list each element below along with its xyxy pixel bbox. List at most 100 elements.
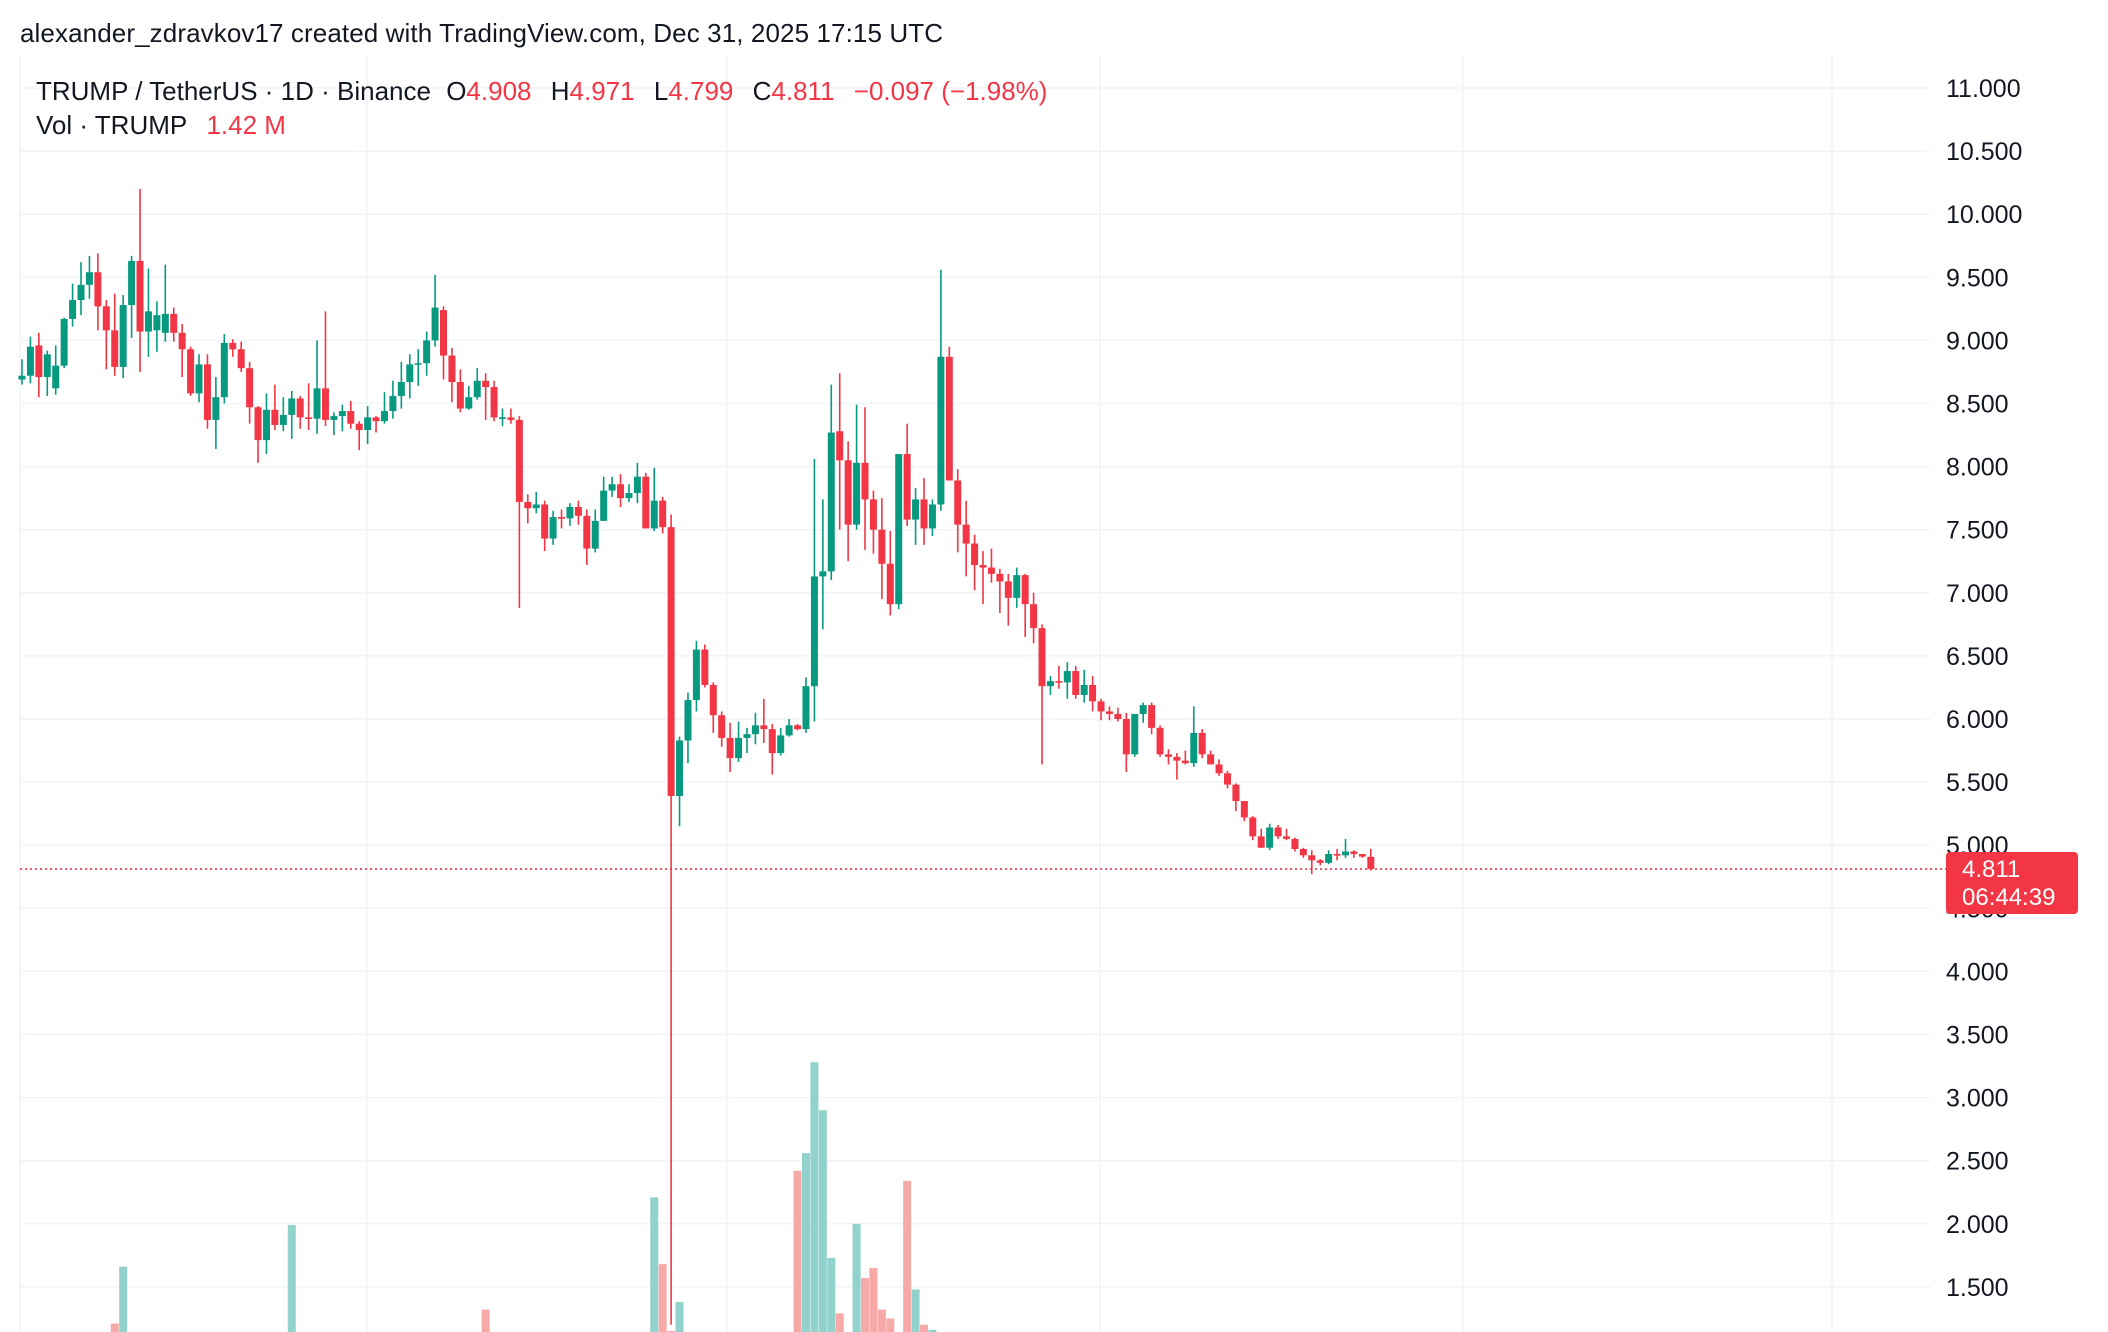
candle-body bbox=[431, 307, 439, 341]
candle bbox=[903, 423, 911, 526]
candle-body bbox=[541, 504, 549, 539]
candle-body bbox=[372, 417, 380, 422]
candle bbox=[895, 453, 903, 610]
candle bbox=[220, 334, 228, 404]
open-label: O bbox=[446, 76, 467, 106]
candle bbox=[692, 640, 700, 712]
candle bbox=[928, 499, 936, 537]
candle bbox=[574, 500, 582, 525]
candle-body bbox=[43, 354, 51, 377]
candle-body bbox=[321, 388, 329, 420]
symbol-title[interactable]: TRUMP / TetherUS · 1D · Binance bbox=[36, 76, 431, 106]
candle-body bbox=[1207, 754, 1215, 765]
candle-body bbox=[996, 573, 1004, 582]
candle bbox=[827, 384, 835, 581]
candle-body bbox=[102, 306, 110, 331]
candle-body bbox=[625, 493, 633, 499]
volume-label[interactable]: Vol · TRUMP bbox=[36, 110, 188, 140]
candle-body bbox=[971, 543, 979, 566]
candle bbox=[1105, 706, 1113, 721]
candle-body bbox=[1063, 671, 1071, 683]
candle bbox=[1038, 624, 1046, 765]
ohlc-legend-row: TRUMP / TetherUS · 1D · Binance O4.908 H… bbox=[36, 74, 1047, 108]
candle-body bbox=[853, 462, 861, 525]
candle-body bbox=[1266, 827, 1274, 848]
candle bbox=[566, 503, 574, 526]
candle-body bbox=[271, 409, 279, 425]
candle-body bbox=[718, 715, 726, 738]
candle bbox=[212, 376, 220, 449]
candle bbox=[473, 368, 481, 400]
candle-body bbox=[262, 409, 270, 441]
close-value: 4.811 bbox=[771, 76, 835, 106]
volume-bars bbox=[110, 1062, 937, 1332]
candle-body bbox=[507, 417, 515, 420]
candle-body bbox=[515, 419, 523, 502]
high-value: 4.971 bbox=[569, 76, 635, 106]
low-label: L bbox=[653, 76, 669, 106]
candle bbox=[945, 346, 953, 481]
volume-bar bbox=[869, 1267, 878, 1332]
candle-body bbox=[895, 453, 903, 605]
candle bbox=[1240, 801, 1248, 822]
candle-body bbox=[246, 368, 254, 408]
candle-body bbox=[701, 649, 709, 685]
attribution: alexander_zdravkov17 created with Tradin… bbox=[20, 18, 944, 48]
candle bbox=[1266, 823, 1274, 851]
volume-bar bbox=[810, 1062, 819, 1332]
volume-bar bbox=[793, 1170, 802, 1332]
candle-body bbox=[676, 740, 684, 796]
candle bbox=[1274, 825, 1282, 839]
candle-body bbox=[785, 725, 793, 736]
candle-body bbox=[633, 476, 641, 494]
candle-body bbox=[920, 499, 928, 529]
candle-body bbox=[423, 340, 431, 364]
candle bbox=[423, 331, 431, 376]
candle-body bbox=[583, 515, 591, 549]
candle-body bbox=[558, 517, 566, 519]
candle bbox=[979, 551, 987, 605]
candle bbox=[195, 354, 203, 403]
candle-body bbox=[878, 529, 886, 564]
candle-body bbox=[617, 484, 625, 499]
candle-body bbox=[1013, 575, 1021, 598]
candle bbox=[440, 306, 447, 380]
candle bbox=[617, 474, 625, 507]
volume-bar bbox=[801, 1153, 810, 1332]
candle bbox=[456, 369, 464, 413]
candle bbox=[203, 354, 211, 429]
candle bbox=[1122, 712, 1130, 773]
candle bbox=[1131, 713, 1139, 757]
candle bbox=[844, 441, 852, 562]
candle-body bbox=[819, 571, 827, 577]
candle bbox=[1249, 816, 1257, 841]
volume-bar bbox=[852, 1223, 861, 1332]
candle bbox=[254, 406, 262, 463]
candle bbox=[1055, 665, 1063, 689]
candle bbox=[996, 568, 1004, 613]
candle bbox=[372, 416, 380, 433]
candle-body bbox=[777, 735, 785, 754]
candle-body bbox=[1055, 681, 1063, 683]
last-price-tag: 4.811 06:44:39 bbox=[1946, 852, 2078, 914]
candle-body bbox=[212, 397, 220, 420]
candle bbox=[1223, 770, 1231, 789]
candle-body bbox=[1283, 836, 1290, 839]
candle bbox=[608, 476, 616, 497]
candle-body bbox=[1181, 760, 1189, 764]
candle-body bbox=[802, 686, 810, 730]
candle bbox=[1148, 702, 1156, 735]
candle bbox=[676, 736, 684, 827]
candle bbox=[94, 253, 102, 331]
candle bbox=[532, 491, 540, 514]
candle bbox=[962, 500, 970, 577]
candle bbox=[1333, 848, 1341, 861]
candle bbox=[330, 412, 338, 436]
candle bbox=[1080, 669, 1088, 703]
price-tick-label: 10.500 bbox=[1946, 138, 2022, 166]
candle bbox=[364, 406, 372, 444]
candle-body bbox=[566, 506, 574, 519]
candle-body bbox=[1173, 756, 1181, 761]
candle bbox=[1004, 573, 1012, 626]
